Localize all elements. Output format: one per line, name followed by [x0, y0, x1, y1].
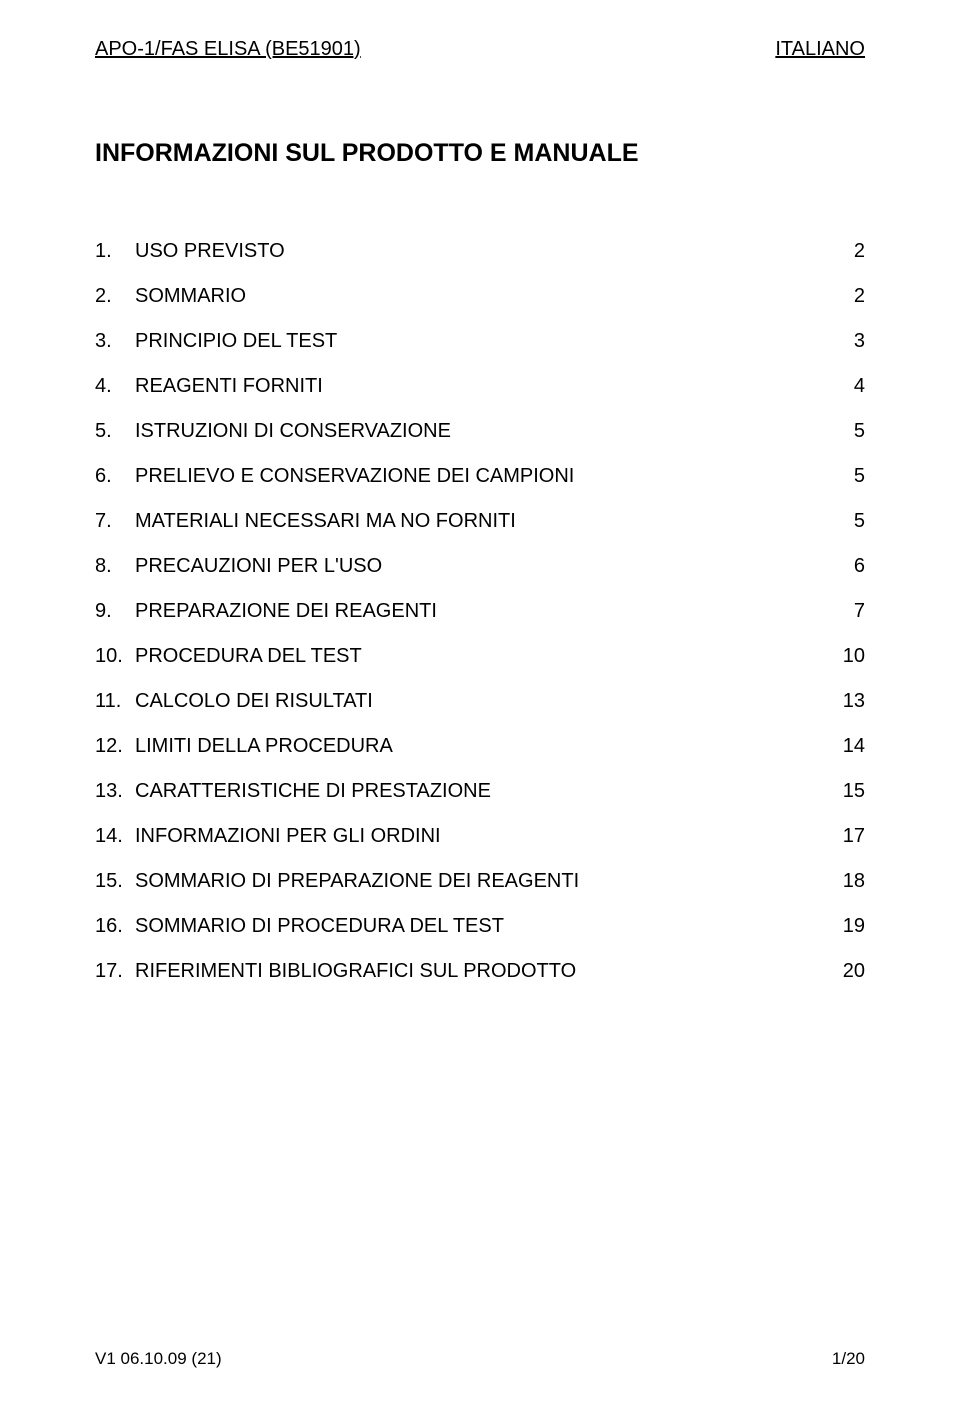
- toc-entry: 12.LIMITI DELLA PROCEDURA: [95, 735, 393, 758]
- toc-label: PRECAUZIONI PER L'USO: [135, 555, 382, 578]
- toc-label: PRELIEVO E CONSERVAZIONE DEI CAMPIONI: [135, 465, 574, 488]
- toc-row: 2.SOMMARIO 2: [95, 285, 865, 308]
- toc-page: 4: [854, 375, 865, 398]
- toc-page: 5: [854, 420, 865, 443]
- toc-number: 11.: [95, 690, 135, 713]
- page-footer: V1 06.10.09 (21) 1/20: [95, 1349, 865, 1369]
- toc-entry: 6.PRELIEVO E CONSERVAZIONE DEI CAMPIONI: [95, 465, 574, 488]
- toc-page: 18: [843, 870, 865, 893]
- toc-label: PROCEDURA DEL TEST: [135, 645, 362, 668]
- toc-number: 15.: [95, 870, 135, 893]
- toc-number: 8.: [95, 555, 135, 578]
- toc-page: 20: [843, 960, 865, 983]
- toc-number: 4.: [95, 375, 135, 398]
- toc-row: 6.PRELIEVO E CONSERVAZIONE DEI CAMPIONI 5: [95, 465, 865, 488]
- table-of-contents: 1.USO PREVISTO 2 2.SOMMARIO 2 3.PRINCIPIO DE…: [95, 240, 865, 983]
- footer-page-number: 1/20: [832, 1349, 865, 1369]
- toc-row: 7.MATERIALI NECESSARI MA NO FORNITI 5: [95, 510, 865, 533]
- toc-entry: 15.SOMMARIO DI PREPARAZIONE DEI REAGENTI: [95, 870, 579, 893]
- toc-entry: 8.PRECAUZIONI PER L'USO: [95, 555, 382, 578]
- toc-page: 2: [854, 240, 865, 263]
- toc-label: PREPARAZIONE DEI REAGENTI: [135, 600, 437, 623]
- toc-label: PRINCIPIO DEL TEST: [135, 330, 337, 353]
- toc-page: 3: [854, 330, 865, 353]
- toc-page: 13: [843, 690, 865, 713]
- toc-page: 6: [854, 555, 865, 578]
- toc-entry: 3.PRINCIPIO DEL TEST: [95, 330, 337, 353]
- toc-number: 9.: [95, 600, 135, 623]
- toc-label: MATERIALI NECESSARI MA NO FORNITI: [135, 510, 516, 533]
- toc-number: 17.: [95, 960, 135, 983]
- toc-number: 6.: [95, 465, 135, 488]
- toc-row: 17.RIFERIMENTI BIBLIOGRAFICI SUL PRODOTT…: [95, 960, 865, 983]
- toc-entry: 10.PROCEDURA DEL TEST: [95, 645, 362, 668]
- footer-version: V1 06.10.09 (21): [95, 1349, 222, 1369]
- toc-number: 2.: [95, 285, 135, 308]
- toc-page: 5: [854, 465, 865, 488]
- toc-page: 10: [843, 645, 865, 668]
- document-title: INFORMAZIONI SUL PRODOTTO E MANUALE: [95, 139, 865, 168]
- toc-label: CARATTERISTICHE DI PRESTAZIONE: [135, 780, 491, 803]
- toc-entry: 2.SOMMARIO: [95, 285, 246, 308]
- toc-row: 15.SOMMARIO DI PREPARAZIONE DEI REAGENTI…: [95, 870, 865, 893]
- toc-label: CALCOLO DEI RISULTATI: [135, 690, 373, 713]
- toc-row: 14.INFORMAZIONI PER GLI ORDINI 17: [95, 825, 865, 848]
- toc-entry: 17.RIFERIMENTI BIBLIOGRAFICI SUL PRODOTT…: [95, 960, 576, 983]
- toc-entry: 4.REAGENTI FORNITI: [95, 375, 323, 398]
- toc-row: 16.SOMMARIO DI PROCEDURA DEL TEST 19: [95, 915, 865, 938]
- toc-label: REAGENTI FORNITI: [135, 375, 323, 398]
- toc-row: 3.PRINCIPIO DEL TEST 3: [95, 330, 865, 353]
- toc-label: USO PREVISTO: [135, 240, 285, 263]
- toc-row: 1.USO PREVISTO 2: [95, 240, 865, 263]
- toc-entry: 5.ISTRUZIONI DI CONSERVAZIONE: [95, 420, 451, 443]
- toc-number: 10.: [95, 645, 135, 668]
- toc-entry: 1.USO PREVISTO: [95, 240, 285, 263]
- toc-label: INFORMAZIONI PER GLI ORDINI: [135, 825, 441, 848]
- toc-number: 3.: [95, 330, 135, 353]
- toc-entry: 7.MATERIALI NECESSARI MA NO FORNITI: [95, 510, 516, 533]
- toc-entry: 13.CARATTERISTICHE DI PRESTAZIONE: [95, 780, 491, 803]
- toc-number: 12.: [95, 735, 135, 758]
- toc-number: 16.: [95, 915, 135, 938]
- toc-label: RIFERIMENTI BIBLIOGRAFICI SUL PRODOTTO: [135, 960, 576, 983]
- toc-number: 13.: [95, 780, 135, 803]
- toc-row: 11.CALCOLO DEI RISULTATI 13: [95, 690, 865, 713]
- toc-page: 15: [843, 780, 865, 803]
- toc-row: 9.PREPARAZIONE DEI REAGENTI 7: [95, 600, 865, 623]
- toc-page: 17: [843, 825, 865, 848]
- toc-entry: 11.CALCOLO DEI RISULTATI: [95, 690, 373, 713]
- page-container: APO-1/FAS ELISA (BE51901) ITALIANO INFOR…: [0, 0, 960, 1409]
- toc-entry: 9.PREPARAZIONE DEI REAGENTI: [95, 600, 437, 623]
- toc-label: SOMMARIO DI PROCEDURA DEL TEST: [135, 915, 504, 938]
- toc-page: 7: [854, 600, 865, 623]
- toc-number: 7.: [95, 510, 135, 533]
- toc-label: SOMMARIO DI PREPARAZIONE DEI REAGENTI: [135, 870, 579, 893]
- toc-row: 13.CARATTERISTICHE DI PRESTAZIONE 15: [95, 780, 865, 803]
- toc-number: 5.: [95, 420, 135, 443]
- toc-number: 14.: [95, 825, 135, 848]
- toc-row: 4.REAGENTI FORNITI 4: [95, 375, 865, 398]
- page-header: APO-1/FAS ELISA (BE51901) ITALIANO: [95, 38, 865, 61]
- toc-page: 19: [843, 915, 865, 938]
- toc-label: ISTRUZIONI DI CONSERVAZIONE: [135, 420, 451, 443]
- toc-row: 12.LIMITI DELLA PROCEDURA 14: [95, 735, 865, 758]
- toc-entry: 14.INFORMAZIONI PER GLI ORDINI: [95, 825, 441, 848]
- toc-entry: 16.SOMMARIO DI PROCEDURA DEL TEST: [95, 915, 504, 938]
- toc-number: 1.: [95, 240, 135, 263]
- toc-row: 10.PROCEDURA DEL TEST 10: [95, 645, 865, 668]
- toc-page: 2: [854, 285, 865, 308]
- header-right: ITALIANO: [775, 38, 865, 61]
- toc-label: LIMITI DELLA PROCEDURA: [135, 735, 393, 758]
- toc-page: 5: [854, 510, 865, 533]
- toc-label: SOMMARIO: [135, 285, 246, 308]
- toc-page: 14: [843, 735, 865, 758]
- header-left: APO-1/FAS ELISA (BE51901): [95, 38, 361, 61]
- toc-row: 8.PRECAUZIONI PER L'USO 6: [95, 555, 865, 578]
- toc-row: 5.ISTRUZIONI DI CONSERVAZIONE 5: [95, 420, 865, 443]
